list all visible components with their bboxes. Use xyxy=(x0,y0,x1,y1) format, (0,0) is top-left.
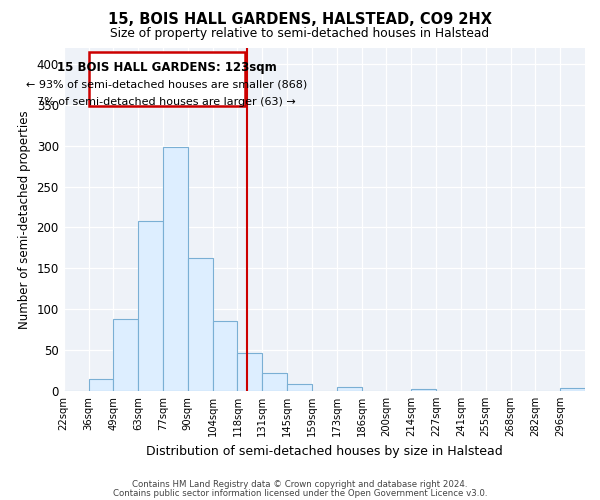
Text: ← 93% of semi-detached houses are smaller (868): ← 93% of semi-detached houses are smalle… xyxy=(26,80,307,90)
Text: Size of property relative to semi-detached houses in Halstead: Size of property relative to semi-detach… xyxy=(110,28,490,40)
Bar xyxy=(138,221,163,391)
Bar xyxy=(238,354,262,391)
Text: 15 BOIS HALL GARDENS: 123sqm: 15 BOIS HALL GARDENS: 123sqm xyxy=(57,62,277,74)
Bar xyxy=(188,258,212,391)
Text: 15, BOIS HALL GARDENS, HALSTEAD, CO9 2HX: 15, BOIS HALL GARDENS, HALSTEAD, CO9 2HX xyxy=(108,12,492,28)
Bar xyxy=(212,322,238,391)
Y-axis label: Number of semi-detached properties: Number of semi-detached properties xyxy=(18,110,31,328)
Bar xyxy=(262,373,287,391)
Text: Contains public sector information licensed under the Open Government Licence v3: Contains public sector information licen… xyxy=(113,488,487,498)
Bar xyxy=(560,388,585,391)
Bar xyxy=(337,387,362,391)
X-axis label: Distribution of semi-detached houses by size in Halstead: Distribution of semi-detached houses by … xyxy=(146,444,503,458)
Bar xyxy=(163,148,188,391)
Bar xyxy=(287,384,312,391)
Bar xyxy=(89,378,113,391)
Bar xyxy=(113,319,138,391)
Text: 7% of semi-detached houses are larger (63) →: 7% of semi-detached houses are larger (6… xyxy=(37,98,296,108)
Text: Contains HM Land Registry data © Crown copyright and database right 2024.: Contains HM Land Registry data © Crown c… xyxy=(132,480,468,489)
Bar xyxy=(411,390,436,391)
FancyBboxPatch shape xyxy=(89,52,245,106)
